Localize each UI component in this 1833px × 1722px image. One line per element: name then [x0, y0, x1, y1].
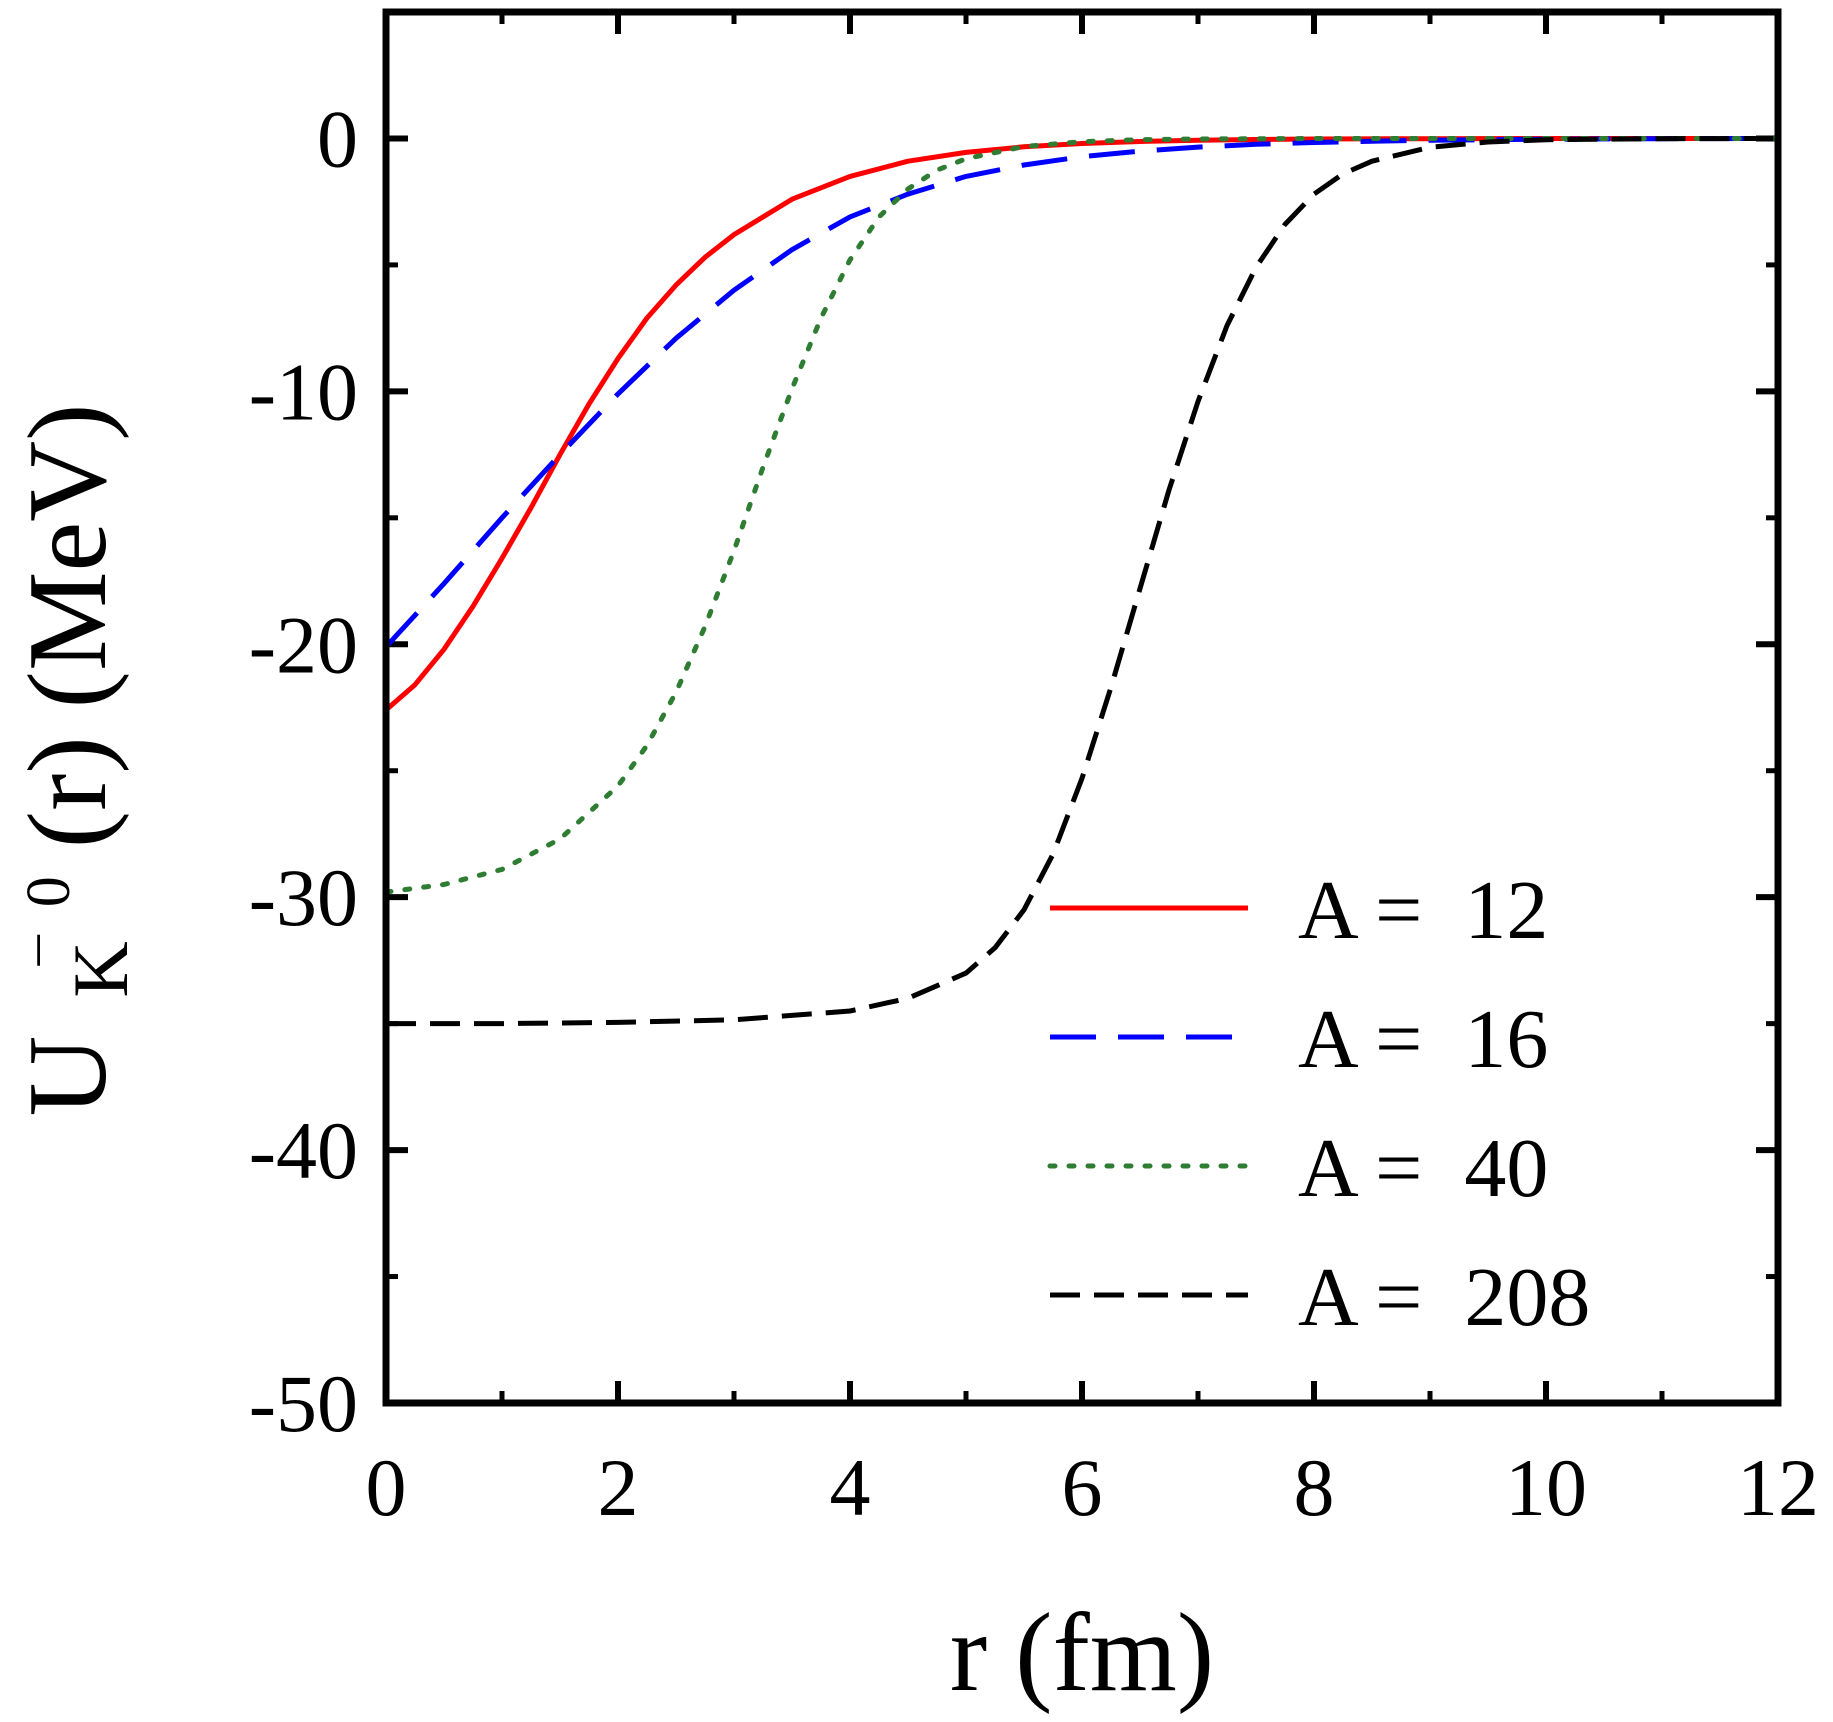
series-line-3	[386, 136, 1778, 895]
legend-label-1: A = 12	[1298, 864, 1548, 957]
x-tick-label: 4	[830, 1442, 871, 1533]
x-axis-title: r (fm)	[950, 1591, 1214, 1715]
x-tick-label: 8	[1294, 1442, 1335, 1533]
y-tick-label: 0	[317, 93, 358, 184]
y-tick-label: -10	[249, 346, 358, 437]
x-tick-label: 2	[598, 1442, 639, 1533]
series-line-1	[386, 136, 1778, 712]
legend-label-4: A = 208	[1298, 1251, 1590, 1344]
axis-ticks: 0 2 4 6 8 10 12 0 -10 -20 -30 -40 -50	[249, 9, 1819, 1533]
y-axis-title-superscript: 0	[15, 876, 83, 907]
y-tick-label: -30	[249, 852, 358, 943]
legend-label-2: A = 16	[1298, 993, 1548, 1086]
x-tick-label: 6	[1062, 1442, 1103, 1533]
y-axis-title-subscript: K	[57, 941, 144, 997]
y-axis-title-suffix: (r) (MeV)	[6, 404, 130, 849]
y-axis-title-main: U	[6, 1036, 130, 1117]
y-axis-title-accent: ¯	[30, 934, 96, 966]
y-axis-title: U K ¯ 0 (r) (MeV)	[0, 404, 152, 1117]
series-line-4	[386, 136, 1778, 1027]
series-lines	[386, 136, 1778, 1027]
plot-frame	[382, 8, 1782, 1407]
legend-label-3: A = 40	[1298, 1122, 1548, 1215]
x-tick-label: 0	[366, 1442, 407, 1533]
y-tick-label: -50	[249, 1358, 358, 1449]
x-tick-label: 12	[1737, 1442, 1819, 1533]
svg-text:U K ¯ 0: U K ¯ 0 (r) (MeV)	[0, 404, 152, 1117]
y-tick-label: -40	[249, 1105, 358, 1196]
legend: A = 12 A = 16 A = 40 A = 208	[1047, 864, 1590, 1344]
x-tick-label: 10	[1505, 1442, 1587, 1533]
y-tick-label: -20	[249, 599, 358, 690]
